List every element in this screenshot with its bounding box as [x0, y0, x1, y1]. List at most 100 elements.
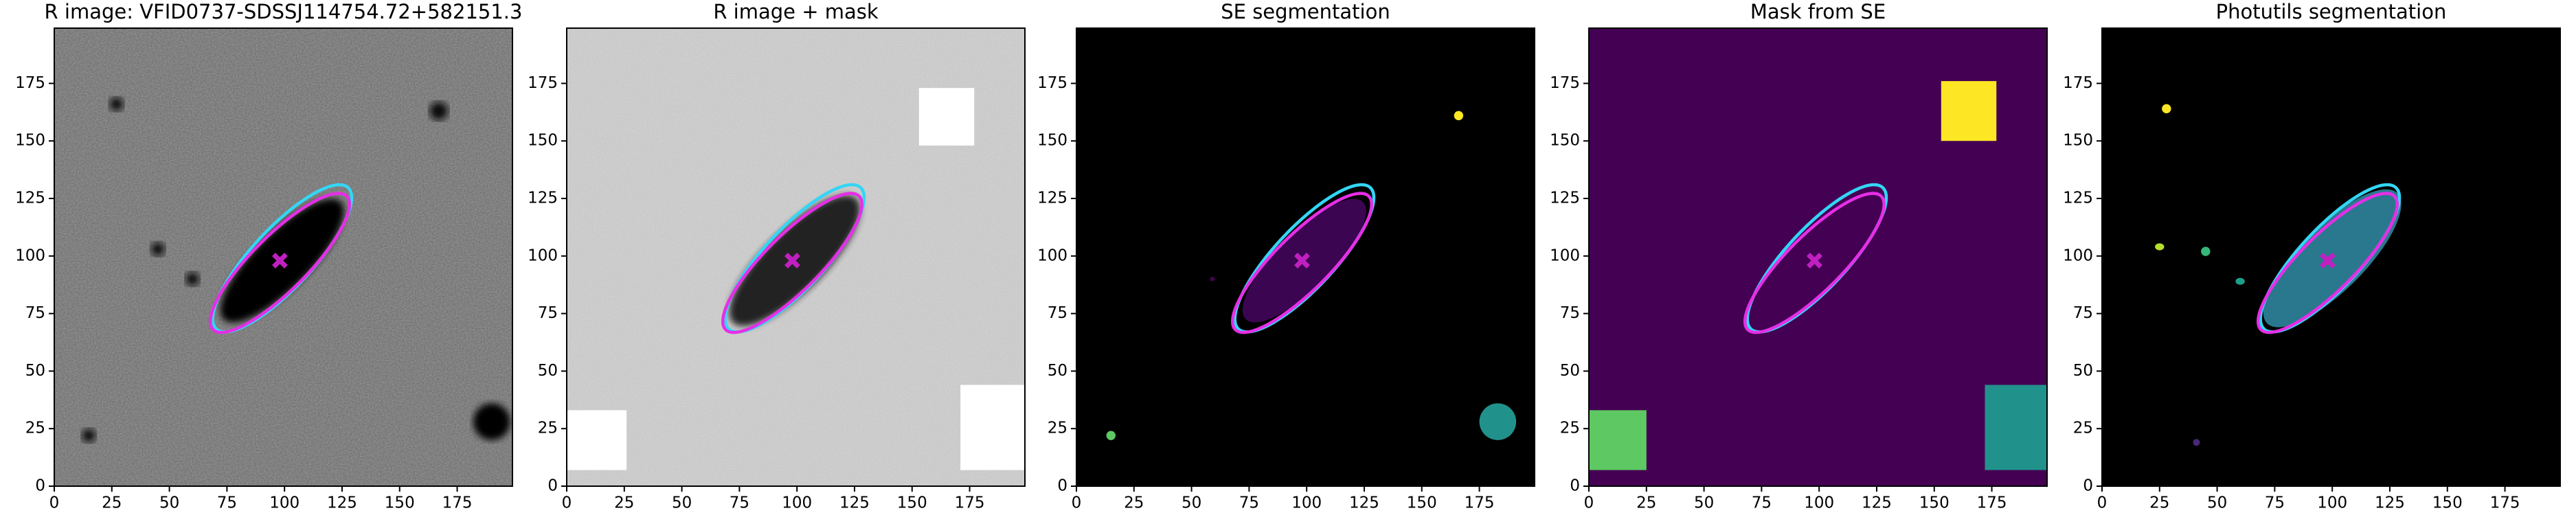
mask-region [1985, 385, 2047, 470]
panel: 0 25 50 75 100 125 150 175 0 25 50 75 100 125 150 175 Ph… [2063, 0, 2561, 512]
y-tick-label: 100 [15, 247, 45, 264]
y-tick-label: 100 [2063, 247, 2093, 264]
axes-frame [2101, 27, 2561, 487]
x-tick-label: 25 [1124, 494, 1144, 512]
x-tick-label: 50 [159, 494, 179, 512]
center-marker [2319, 253, 2336, 269]
mask-region [1589, 410, 1647, 470]
y-tick-label: 0 [35, 477, 45, 495]
x-tick-label: 175 [442, 494, 473, 512]
x-tick-label: 50 [1694, 494, 1714, 512]
x-tick-label: 75 [217, 494, 237, 512]
x-tick-label: 100 [1291, 494, 1322, 512]
axes-frame [54, 27, 513, 487]
x-tick-label: 150 [1407, 494, 1437, 512]
y-tick-label: 125 [1550, 190, 1580, 207]
image [567, 28, 1025, 486]
x-tick-label: 25 [1636, 494, 1656, 512]
x-tick-label: 100 [1804, 494, 1834, 512]
x-tick-label: 25 [2149, 494, 2169, 512]
x-tick-label: 175 [955, 494, 985, 512]
x-tick-label: 150 [385, 494, 415, 512]
y-tick-label: 175 [2063, 74, 2093, 92]
x-tick-label: 50 [672, 494, 692, 512]
x-tick-label: 0 [49, 494, 60, 512]
y-tick-label: 50 [2073, 362, 2093, 380]
y-tick-label: 125 [1037, 190, 1067, 207]
segment-region [2155, 243, 2165, 251]
panel-title: Photutils segmentation [2216, 0, 2447, 23]
panel: 0 25 50 75 100 125 150 175 0 25 50 75 100 125 150 175 R … [15, 0, 522, 512]
panel: 0 25 50 75 100 125 150 175 0 25 50 75 100 125 150 175 SE… [1037, 0, 1535, 512]
y-tick-label: 50 [25, 362, 45, 380]
x-tick-label: 0 [562, 494, 572, 512]
fit-ellipse [2256, 192, 2399, 334]
x-tick-label: 100 [269, 494, 300, 512]
center-marker [1293, 253, 1310, 269]
segment-region [1106, 431, 1116, 440]
segment-region [82, 428, 96, 443]
segment-region [2201, 247, 2211, 256]
y-tick-label: 150 [15, 132, 45, 150]
y-tick-label: 25 [538, 420, 558, 437]
panel-title: R image + mask [713, 0, 879, 23]
x-tick-label: 0 [1072, 494, 1082, 512]
y-tick-label: 175 [1550, 74, 1580, 92]
y-tick-label: 125 [2063, 190, 2093, 207]
y-tick-label: 25 [2073, 420, 2093, 437]
image [2102, 28, 2560, 486]
panel: 0 25 50 75 100 125 150 175 0 25 50 75 100 125 150 175 Ma… [1550, 0, 2048, 512]
fit-ellipse [721, 192, 863, 334]
segment-region [2193, 439, 2200, 446]
y-tick-label: 0 [547, 477, 558, 495]
y-tick-label: 175 [15, 74, 45, 92]
axes-frame [1588, 27, 2048, 487]
segment-region [1210, 276, 1215, 282]
y-tick-label: 75 [2073, 304, 2093, 322]
panel-title: R image: VFID0737-SDSSJ114754.72+582151.… [45, 0, 523, 23]
y-tick-label: 175 [1037, 74, 1067, 92]
y-tick-label: 50 [1048, 362, 1067, 380]
segment-region [2235, 277, 2245, 285]
mask-region [1941, 81, 1997, 141]
segment-region [150, 242, 165, 256]
x-tick-label: 50 [2207, 494, 2227, 512]
fit-ellipse [1230, 192, 1373, 334]
y-tick-label: 75 [1048, 304, 1067, 322]
segment-region [1454, 111, 1464, 121]
image [1589, 28, 2047, 486]
center-marker [1806, 253, 1822, 269]
x-tick-label: 25 [102, 494, 122, 512]
x-tick-label: 75 [1239, 494, 1259, 512]
x-tick-label: 125 [839, 494, 870, 512]
x-tick-label: 0 [2097, 494, 2108, 512]
segment-region [473, 403, 510, 440]
center-marker [271, 253, 288, 269]
panel-title: SE segmentation [1221, 0, 1390, 23]
panel-title: Mask from SE [1750, 0, 1886, 23]
mask-region [918, 88, 975, 146]
fit-ellipse [1743, 192, 1886, 334]
y-tick-label: 50 [538, 362, 558, 380]
y-tick-label: 100 [528, 247, 558, 264]
segment-region [2162, 104, 2171, 114]
segment-region [109, 97, 124, 111]
image [54, 28, 512, 486]
x-tick-label: 175 [1977, 494, 2007, 512]
axes-frame [566, 27, 1026, 487]
y-tick-label: 75 [1560, 304, 1580, 322]
axes-frame [1076, 27, 1535, 487]
x-tick-label: 150 [1919, 494, 1950, 512]
x-tick-label: 150 [2432, 494, 2463, 512]
y-tick-label: 125 [15, 190, 45, 207]
y-tick-label: 25 [25, 420, 45, 437]
x-tick-label: 0 [1584, 494, 1594, 512]
x-tick-label: 150 [897, 494, 927, 512]
center-marker [784, 253, 800, 269]
panel: 0 25 50 75 100 125 150 175 0 25 50 75 100 125 150 175 R … [528, 0, 1026, 512]
y-tick-label: 150 [1037, 132, 1067, 150]
x-tick-label: 125 [2375, 494, 2405, 512]
x-tick-label: 100 [2317, 494, 2347, 512]
mask-region [567, 410, 627, 470]
